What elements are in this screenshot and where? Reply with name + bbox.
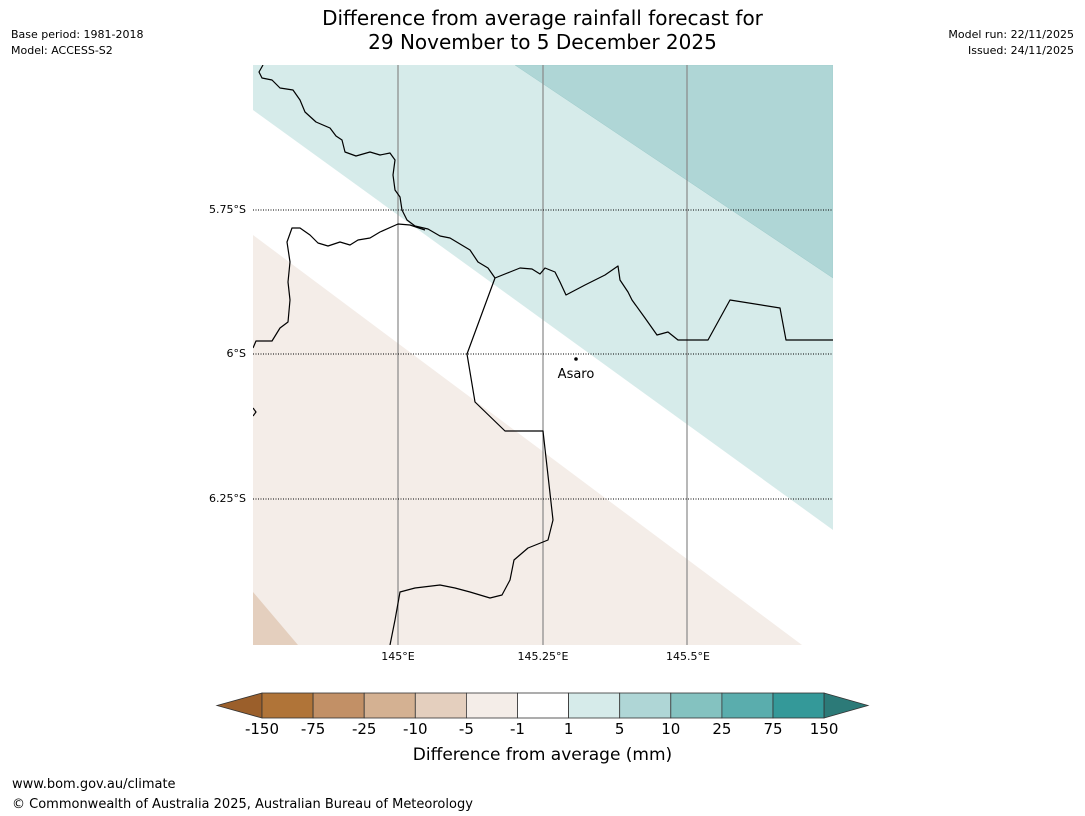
province-boundaries: [253, 65, 833, 645]
colorbar-swatch: [312, 692, 365, 719]
band-minus10-to-minus5: [253, 592, 298, 645]
colorbar-tick-label: -75: [300, 720, 326, 738]
lon-label-145-25: 145.25°E: [518, 650, 569, 663]
footer-url[interactable]: www.bom.gov.au/climate: [12, 777, 176, 792]
band-minus5-to-minus1: [253, 235, 802, 645]
colorbar-swatch: [772, 692, 825, 719]
colorbar-under-arrow: [215, 692, 263, 719]
lat-label-6: 6°S: [227, 347, 246, 360]
colorbar: [215, 692, 870, 719]
title-line-1: Difference from average rainfall forecas…: [322, 6, 763, 30]
lon-label-145: 145°E: [381, 650, 414, 663]
lat-label-6-25: 6.25°S: [209, 492, 246, 505]
colorbar-swatch: [465, 692, 518, 719]
boundary-central: [253, 223, 426, 349]
lat-label-5-75: 5.75°S: [209, 203, 246, 216]
rainfall-shading: Asaro: [253, 65, 833, 645]
footer: www.bom.gov.au/climate © Commonwealth of…: [12, 775, 473, 815]
colorbar-swatch: [670, 692, 723, 719]
colorbar-over-arrow: [823, 692, 870, 719]
colorbar-tick-label: 1: [563, 720, 574, 738]
colorbar-swatch: [363, 692, 416, 719]
colorbar-tick-label: -25: [351, 720, 377, 738]
colorbar-tick-label: 150: [809, 720, 839, 738]
meta-right: Model run: 22/11/2025 Issued: 24/11/2025: [948, 27, 1074, 59]
boundary-west-fragment: [253, 407, 257, 417]
meta-left: Base period: 1981-2018 Model: ACCESS-S2: [11, 27, 143, 59]
issued-date: Issued: 24/11/2025: [967, 44, 1074, 57]
colorbar-swatch: [517, 692, 569, 719]
colorbar-tick-label: -10: [403, 720, 428, 738]
model-name: Model: ACCESS-S2: [11, 44, 113, 57]
title-line-2: 29 November to 5 December 2025: [368, 30, 717, 54]
colorbar-swatch: [261, 692, 314, 719]
map-title: Difference from average rainfall forecas…: [0, 6, 1085, 54]
boundary-south-east: [389, 277, 554, 645]
colorbar-tick-label: -1: [510, 720, 525, 738]
base-period: Base period: 1981-2018: [11, 28, 144, 41]
colorbar-swatch: [414, 692, 467, 719]
colorbar-label: Difference from average (mm): [412, 745, 673, 765]
colorbar-tick-label: 5: [614, 720, 625, 738]
town-label-asaro: Asaro: [558, 367, 595, 382]
footer-copyright: © Commonwealth of Australia 2025, Austra…: [12, 797, 473, 812]
lon-label-145-5: 145.5°E: [666, 650, 710, 663]
colorbar-swatch: [619, 692, 672, 719]
colorbar-tick-label: -150: [244, 720, 280, 738]
colorbar-tick-label: -5: [458, 720, 474, 738]
model-run: Model run: 22/11/2025: [948, 28, 1074, 41]
colorbar-swatch: [568, 692, 621, 719]
boundary-northern: [258, 65, 833, 341]
colorbar-swatch: [721, 692, 774, 719]
town-marker: [574, 357, 578, 361]
colorbar-tick-label: 10: [661, 720, 681, 738]
colorbar-tick-label: 25: [712, 720, 732, 738]
band-5-to-10: [514, 65, 833, 279]
colorbar-tick-label: 75: [763, 720, 783, 738]
